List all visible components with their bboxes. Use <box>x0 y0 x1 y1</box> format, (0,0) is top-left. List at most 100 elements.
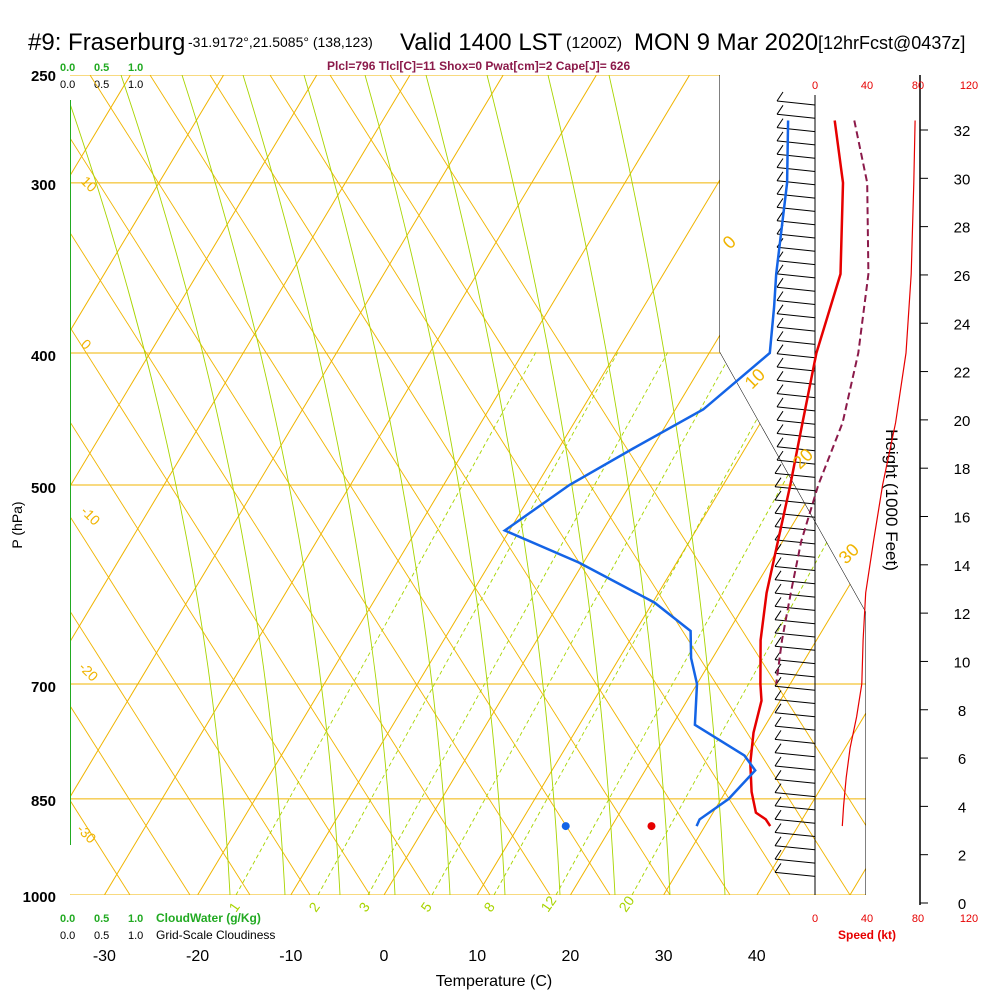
mixing-ratio-line-5 <box>431 351 733 895</box>
wind-barb <box>776 379 816 385</box>
wind-barb-flag <box>774 796 782 807</box>
mixing-ratio-label-5: 5 <box>417 899 435 915</box>
isotherm--70 <box>70 75 225 895</box>
height-tick-8: 8 <box>958 703 966 720</box>
wind-barb <box>776 153 816 159</box>
wind-barb <box>774 539 816 545</box>
isotherm-label-left: 10 <box>78 173 100 195</box>
isotherm--40 <box>70 75 504 895</box>
height-tick-22: 22 <box>954 365 971 382</box>
mixing-ratio-label-12: 12 <box>537 893 559 915</box>
isotherm-label-left: -20 <box>76 659 102 685</box>
height-tick-30: 30 <box>954 171 971 188</box>
wind-barb <box>774 725 816 731</box>
moist-adiabat <box>486 75 616 895</box>
height-tick-24: 24 <box>954 316 971 333</box>
dry-adiabat <box>70 75 311 895</box>
isotherm-40 <box>756 75 866 895</box>
mixing-ratio-label-8: 8 <box>480 899 498 915</box>
cloudwater-label: CloudWater (g/Kg) <box>156 911 261 925</box>
wind-barb <box>776 433 816 438</box>
wind-barb <box>774 832 816 837</box>
wind-barb <box>774 871 816 877</box>
wind-barb-flag <box>776 171 784 182</box>
moist-adiabat <box>303 75 451 895</box>
wind-barb <box>774 752 816 758</box>
wind-barb-flag <box>776 304 784 315</box>
wind-barb <box>776 233 816 239</box>
temp-tick--30: -30 <box>93 948 116 965</box>
forecast-run: [12hrFcst@0437z] <box>818 33 965 53</box>
surface-temperature <box>647 822 656 831</box>
valid-time: Valid 1400 LST <box>400 29 563 56</box>
wind-barb <box>776 366 816 372</box>
cloud-bottom-black-2: 1.0 <box>128 930 143 942</box>
dry-adiabat <box>70 75 251 895</box>
wind-barb <box>774 805 816 811</box>
height-tick-18: 18 <box>954 461 971 478</box>
wind-barb-flag <box>774 557 782 567</box>
wind-barb-flag <box>776 158 784 168</box>
wind-barb <box>774 592 816 598</box>
height-tick-28: 28 <box>954 220 971 237</box>
wind-barb <box>774 778 816 784</box>
series-dewpoint <box>502 120 790 827</box>
cloud-top-green-1: 0.5 <box>94 62 109 74</box>
wind-barb-flag <box>774 836 782 847</box>
wind-barb-flag <box>774 597 782 607</box>
wind-barb <box>776 127 816 133</box>
wind-barb <box>776 353 816 359</box>
wind-barb <box>776 313 816 319</box>
mixing-ratio-line-1 <box>235 351 537 895</box>
moist-adiabat <box>425 75 561 895</box>
isotherm-label-right: 10 <box>741 365 769 393</box>
cloud-bottom-green-2: 1.0 <box>128 913 143 925</box>
moist-adiabat <box>364 75 506 895</box>
height-tick-2: 2 <box>958 848 966 865</box>
wind-barb <box>776 260 816 266</box>
mixing-ratio-line-20 <box>631 351 866 895</box>
moist-adiabat <box>608 75 726 895</box>
height-tick-12: 12 <box>954 606 971 623</box>
series-temperature <box>749 120 845 827</box>
isotherm-label-left: -30 <box>74 821 100 847</box>
sounding-traces <box>502 120 870 831</box>
speed-axis-label: Speed (kt) <box>838 928 896 942</box>
dry-adiabat <box>70 75 191 895</box>
wind-barb-flag <box>776 291 784 301</box>
wind-barb-flag <box>776 277 784 288</box>
wind-barb-flag <box>774 770 782 780</box>
wind-barb-flag <box>774 756 782 767</box>
background-lines <box>0 75 866 895</box>
wind-barb-flag <box>776 118 784 128</box>
pressure-tick-700: 700 <box>31 679 56 696</box>
wind-barb <box>776 193 816 199</box>
wind-barb-flag <box>776 105 784 115</box>
speed-bottom-tick-0: 0 <box>812 913 818 925</box>
wind-barb <box>774 632 816 638</box>
wind-barb-flag <box>774 570 782 581</box>
wind-barb <box>774 486 816 492</box>
wind-barb-flag <box>774 637 782 647</box>
temp-tick-10: 10 <box>468 948 486 965</box>
height-tick-16: 16 <box>954 510 971 527</box>
moist-adiabat <box>120 75 286 895</box>
wind-barb-flag <box>776 384 784 394</box>
cloudiness-label: Grid-Scale Cloudiness <box>156 928 275 942</box>
wind-barb <box>774 579 816 585</box>
temp-tick-20: 20 <box>562 948 580 965</box>
isotherm-label-left: 0 <box>78 336 95 353</box>
wind-barb <box>774 765 816 771</box>
isotherm--10 <box>290 75 784 895</box>
wind-barb <box>776 167 816 172</box>
wind-barb <box>776 140 816 146</box>
dry-adiabat <box>0 75 10 895</box>
pressure-tick-250: 250 <box>31 68 56 85</box>
cloud-top-green-0: 0.0 <box>60 62 75 74</box>
wind-barb <box>774 845 816 851</box>
mixing-ratio-label-20: 20 <box>615 893 637 915</box>
height-tick-0: 0 <box>958 896 966 913</box>
wind-barb <box>776 273 816 279</box>
wind-barb-flag <box>774 716 782 727</box>
